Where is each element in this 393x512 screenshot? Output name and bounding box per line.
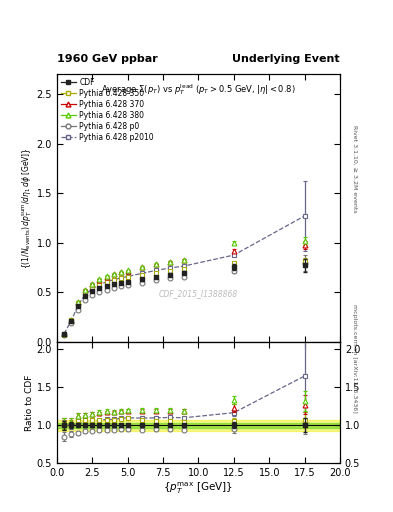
Y-axis label: Ratio to CDF: Ratio to CDF [25,374,34,431]
Bar [57,420,340,431]
Text: CDF_2015_I1388868: CDF_2015_I1388868 [159,289,238,298]
Text: Rivet 3.1.10, ≥ 3.2M events: Rivet 3.1.10, ≥ 3.2M events [352,125,357,213]
Bar [57,423,340,428]
X-axis label: $\{p_T^\mathrm{max}$ [GeV]$\}$: $\{p_T^\mathrm{max}$ [GeV]$\}$ [163,481,233,497]
Y-axis label: $\{(1/N_\mathsf{events})\,dp_T^\mathsf{sum}/d\eta_1\,d\phi\;[\mathsf{GeV}]\}$: $\{(1/N_\mathsf{events})\,dp_T^\mathsf{s… [20,147,34,269]
Text: Average $\Sigma(p_T)$ vs $p_T^\mathrm{lead}$ ($p_T > 0.5$ GeV, $|\eta| < 0.8$): Average $\Sigma(p_T)$ vs $p_T^\mathrm{le… [101,82,296,97]
Legend: CDF, Pythia 6.428 350, Pythia 6.428 370, Pythia 6.428 380, Pythia 6.428 p0, Pyth: CDF, Pythia 6.428 350, Pythia 6.428 370,… [59,76,155,143]
Text: 1960 GeV ppbar: 1960 GeV ppbar [57,54,158,64]
Text: Underlying Event: Underlying Event [232,54,340,64]
Text: mcplots.cern.ch [arXiv:1306.3436]: mcplots.cern.ch [arXiv:1306.3436] [352,304,357,413]
